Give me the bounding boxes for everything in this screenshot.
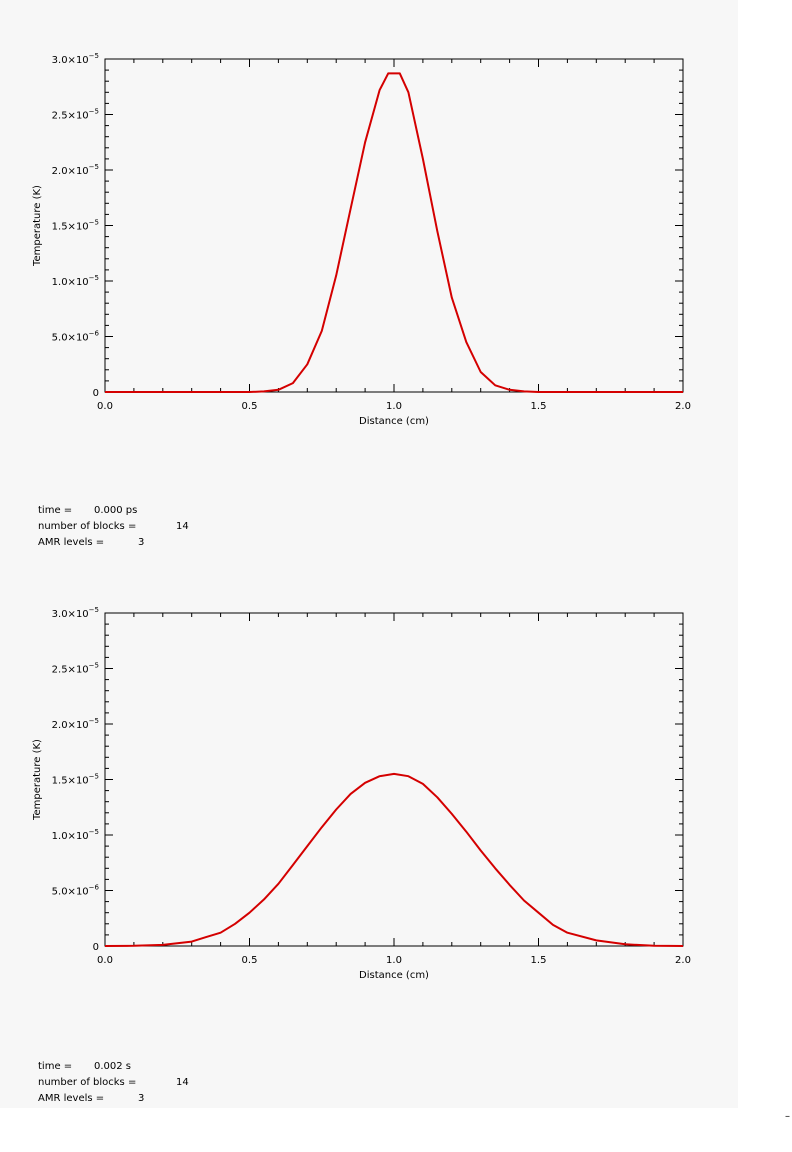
run-info-2: time = 0.002 s number of blocks = 14 AMR l… bbox=[38, 1059, 189, 1107]
x-tick-label: 1.0 bbox=[386, 955, 402, 966]
x-axis-label: Distance (cm) bbox=[359, 970, 429, 981]
y-tick-label: 3.0×10−5 bbox=[52, 606, 99, 620]
temperature-line bbox=[104, 772, 684, 947]
time-value: 0.002 s bbox=[94, 1061, 132, 1072]
time-row: time = 0.000 ps bbox=[38, 503, 189, 519]
y-tick-label: 5.0×10−6 bbox=[52, 884, 100, 898]
y-tick-label: 0 bbox=[93, 942, 99, 953]
time-row: time = 0.002 s bbox=[38, 1059, 189, 1075]
x-axis-label: Distance (cm) bbox=[359, 416, 429, 427]
x-tick-label: 0.5 bbox=[242, 401, 258, 412]
plot-panel-2: 0.0 0.5 1.0 1.5 2.0 0 5.0×10−6 1.0×10−5 1.5×10−5… bbox=[0, 554, 738, 1108]
y-tick-label: 2.0×10−5 bbox=[52, 717, 99, 731]
x-tick-label: 0.5 bbox=[242, 955, 258, 966]
line-chart-2: 0.0 0.5 1.0 1.5 2.0 0 5.0×10−6 1.0×10−5 1.5×10−5… bbox=[32, 606, 691, 981]
x-tick-label: 0.0 bbox=[97, 955, 113, 966]
time-label: time = bbox=[38, 1061, 73, 1072]
plot-frame bbox=[104, 612, 684, 947]
x-tick-label: 1.0 bbox=[386, 401, 402, 412]
blocks-row: number of blocks = 14 bbox=[38, 1075, 189, 1091]
x-tick-label: 1.5 bbox=[531, 955, 547, 966]
blocks-label: number of blocks = bbox=[38, 1077, 137, 1088]
x-tick-label: 2.0 bbox=[675, 401, 691, 412]
y-tick-label: 2.5×10−5 bbox=[52, 662, 99, 676]
y-axis-label: Temperature (K) bbox=[32, 739, 43, 821]
x-tick-label: 0.0 bbox=[97, 401, 113, 412]
levels-value: 3 bbox=[138, 1093, 145, 1104]
blocks-label: number of blocks = bbox=[38, 521, 137, 532]
levels-row: AMR levels = 3 bbox=[38, 535, 189, 551]
y-tick-label: 0 bbox=[93, 388, 99, 399]
run-info-1: time = 0.000 ps number of blocks = 14 AMR … bbox=[38, 503, 189, 551]
y-axis-label: Temperature (K) bbox=[32, 185, 43, 267]
y-tick-label: 2.0×10−5 bbox=[52, 163, 99, 177]
temperature-line bbox=[105, 72, 683, 393]
blocks-row: number of blocks = 14 bbox=[38, 519, 189, 535]
x-tick-label: 1.5 bbox=[531, 401, 547, 412]
corner-mark: – bbox=[785, 1111, 790, 1122]
plot-panel-1: 0.0 0.5 1.0 1.5 2.0 0 5.0×10−6 1.0×10−5 1.5×10−5… bbox=[0, 0, 738, 554]
y-tick-label: 1.5×10−5 bbox=[52, 219, 99, 233]
plot-frame bbox=[104, 58, 684, 393]
time-value: 0.000 ps bbox=[94, 505, 138, 516]
y-tick-label: 1.0×10−5 bbox=[52, 274, 99, 288]
line-chart-1: 0.0 0.5 1.0 1.5 2.0 0 5.0×10−6 1.0×10−5 1.5×10−5… bbox=[32, 52, 691, 427]
y-tick-label: 5.0×10−6 bbox=[52, 330, 100, 344]
levels-label: AMR levels = bbox=[38, 1093, 105, 1104]
levels-value: 3 bbox=[138, 537, 145, 548]
y-tick-label: 3.0×10−5 bbox=[52, 52, 99, 66]
x-tick-label: 2.0 bbox=[675, 955, 691, 966]
levels-row: AMR levels = 3 bbox=[38, 1091, 189, 1107]
y-tick-label: 1.0×10−5 bbox=[52, 828, 99, 842]
time-label: time = bbox=[38, 505, 73, 516]
y-tick-label: 1.5×10−5 bbox=[52, 773, 99, 787]
y-tick-label: 2.5×10−5 bbox=[52, 108, 99, 122]
levels-label: AMR levels = bbox=[38, 537, 105, 548]
blocks-value: 14 bbox=[176, 521, 189, 532]
blocks-value: 14 bbox=[176, 1077, 189, 1088]
